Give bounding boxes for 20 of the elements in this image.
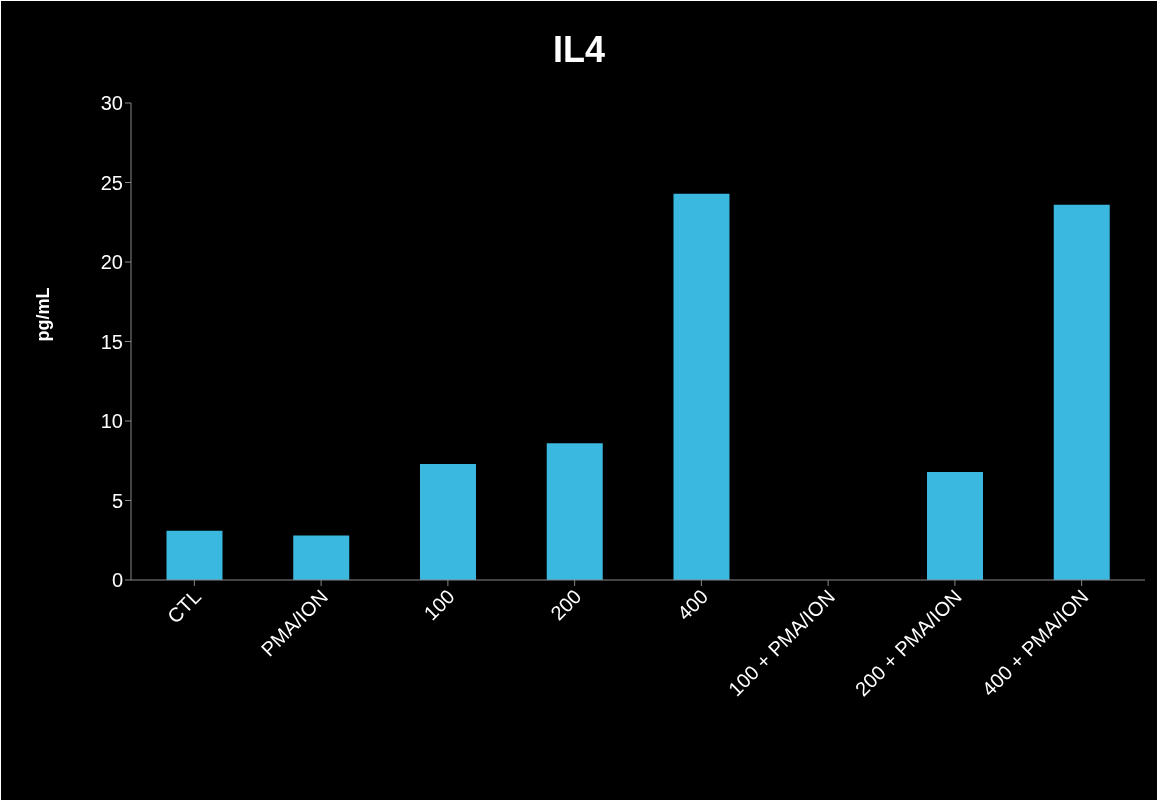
y-tick-label: 25 [100, 171, 123, 194]
x-tick-label: CTL [162, 585, 206, 628]
bar [1053, 204, 1110, 580]
y-axis-title: pg/mL [33, 287, 54, 342]
bar [419, 463, 476, 580]
y-tick-label: 10 [100, 410, 123, 433]
bar [673, 193, 730, 580]
y-tick-label: 15 [100, 330, 123, 353]
bar [926, 471, 983, 580]
chart-title: IL4 [552, 29, 606, 71]
y-tick-label: 30 [100, 92, 123, 115]
x-tick-label: 200 [546, 585, 586, 625]
bar [166, 530, 223, 580]
y-tick-label: 20 [100, 251, 123, 274]
x-tick-label: 100 [419, 585, 459, 625]
y-tick-label: 5 [111, 489, 123, 512]
x-tick-label: 400 [673, 585, 713, 625]
y-tick-label: 0 [111, 569, 123, 592]
bar [546, 443, 603, 580]
bar [293, 535, 350, 580]
